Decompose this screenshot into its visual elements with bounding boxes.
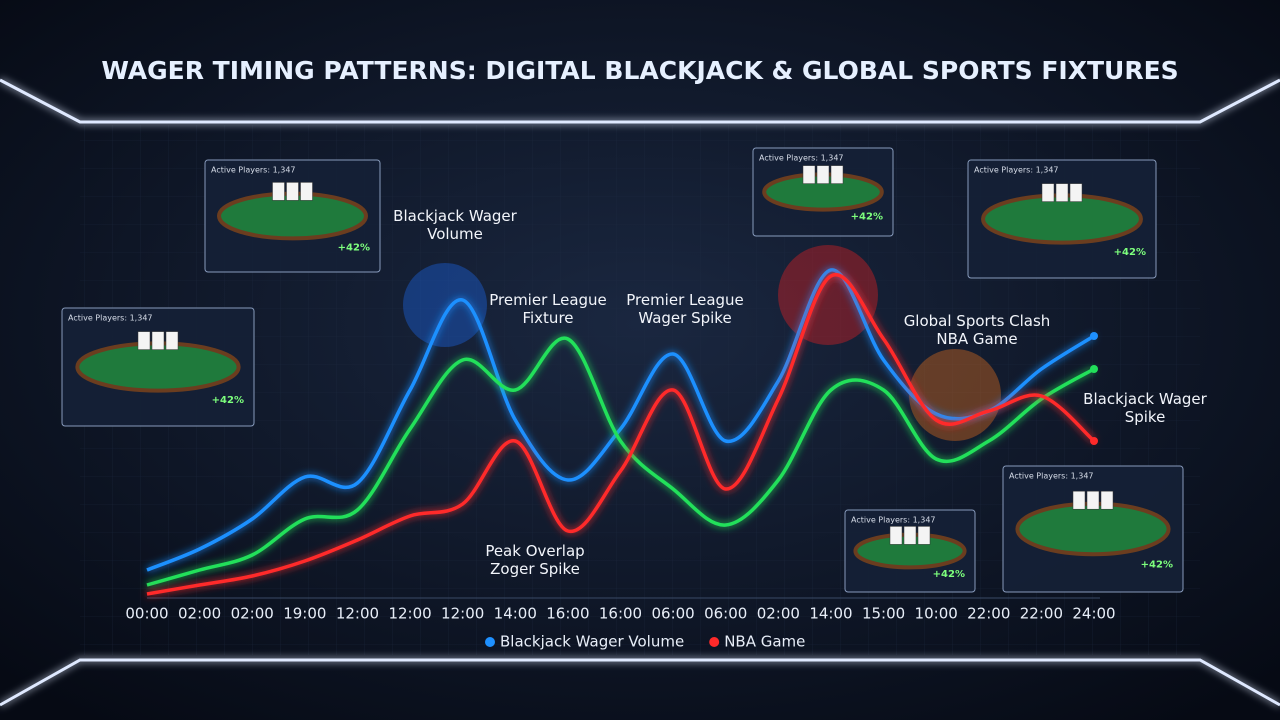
x-tick-label: 12:00 [388,605,431,623]
panel-card [1069,183,1083,202]
frame [0,78,1280,707]
legend-label: Blackjack Wager Volume [500,633,684,651]
highlight [909,349,1001,441]
x-tick-label: 19:00 [283,605,326,623]
frame-bottom [0,658,1280,707]
panel-card [903,526,917,545]
x-tick-label: 14:00 [809,605,852,623]
end-point [1090,365,1098,373]
panel: Active Players: 1,347 +42% [61,307,255,427]
panel: Active Players: 1,347 +42% [967,159,1157,279]
x-tick-label: 10:00 [915,605,958,623]
panel-table [75,341,241,393]
panel: Active Players: 1,347 +42% [204,159,381,273]
x-tick-label: 06:00 [651,605,694,623]
x-tick-label: 06:00 [704,605,747,623]
x-tick-label: 24:00 [1072,605,1115,623]
frame-top [0,78,1280,124]
labels: 00:00 02:00 02:00 19:00 12:00 12:00 12:00 14:00… [125,207,1207,651]
panel-pct: +42% [1114,247,1146,258]
annotation: Global Sports Clash NBA Game [904,312,1051,348]
panel: Active Players: 1,347 +42% [752,147,894,237]
panel-players: Active Players: 1,347 [974,166,1059,175]
panel-players: Active Players: 1,347 [68,314,153,323]
x-tick-label: 12:00 [336,605,379,623]
annotation: Blackjack Wager Volume [393,207,517,243]
panel-card [830,165,844,184]
x-tick-label: 14:00 [494,605,537,623]
x-tick-label: 02:00 [178,605,221,623]
line [146,336,1095,587]
panel-pct: +42% [933,569,965,580]
plot [146,245,1100,599]
end-point [1090,437,1098,445]
annotation: Premier League Fixture [489,291,607,327]
panel-players: Active Players: 1,347 [1009,472,1094,481]
panel-card [1041,183,1055,202]
x-tick-label: 00:00 [125,605,168,623]
line [146,268,1095,572]
panel-card [272,182,285,201]
panel: Active Players: 1,347 +42% [844,509,976,593]
x-tick-label: 22:00 [967,605,1010,623]
x-tick-label: 16:00 [546,605,589,623]
panel-pct: +42% [338,242,370,253]
panel-card [165,331,179,350]
annotation: Blackjack Wager Spike [1083,390,1207,426]
x-tick-label: 12:00 [441,605,484,623]
panel-card [917,526,931,545]
panel-players: Active Players: 1,347 [851,516,936,525]
x-tick-label: 15:00 [862,605,905,623]
panel-pct: +42% [1141,559,1173,570]
panel-pct: +42% [851,212,883,223]
panel-card [816,165,830,184]
panel-players: Active Players: 1,347 [759,154,844,163]
line [146,272,1096,596]
x-tick-label: 22:00 [1020,605,1063,623]
x-tick-label: 02:00 [757,605,800,623]
chart-title: WAGER TIMING PATTERNS: DIGITAL BLACKJACK… [101,56,1178,85]
panel-pct: +42% [212,395,244,406]
panel-table [981,193,1143,245]
panel-card [1100,490,1114,510]
end-point [1090,332,1098,340]
annotation: Premier League Wager Spike [626,291,744,327]
panel-card [889,526,903,545]
panel-card [1055,183,1069,202]
legend-swatch [485,637,495,647]
panel-card [802,165,816,184]
x-tick-label: 16:00 [599,605,642,623]
panels: Active Players: 1,347+42%Active Players:… [61,147,1184,593]
panel-card [1086,490,1100,510]
panel-card [137,331,151,350]
panel-card [151,331,165,350]
legend-label: NBA Game [724,633,805,651]
highlight [403,263,487,347]
panel-card [1072,490,1086,510]
x-tick-label: 02:00 [231,605,274,623]
panel-card [300,182,313,201]
legend-swatch [709,637,720,647]
panel-players: Active Players: 1,347 [211,166,296,175]
panel-table [1015,501,1171,557]
annotation: Peak Overlap Zoger Spike [485,542,584,578]
highlight [778,245,878,345]
panel: Active Players: 1,347 +42% [1002,465,1184,593]
panel-card [286,182,299,201]
